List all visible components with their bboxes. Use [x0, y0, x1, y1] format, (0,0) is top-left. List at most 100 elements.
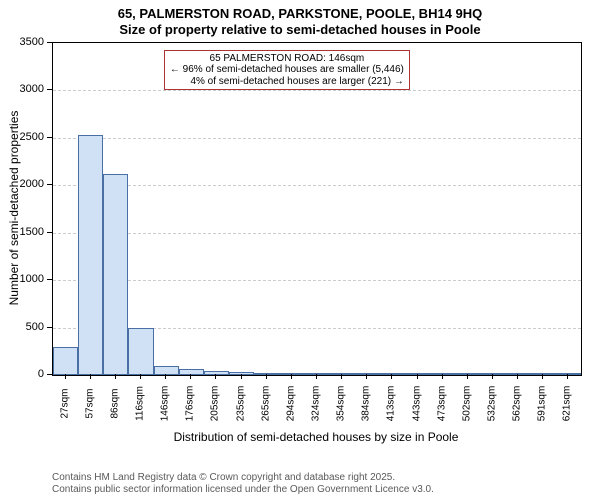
y-tickmark	[47, 184, 52, 185]
x-tickmark	[266, 374, 267, 379]
bar-slot	[355, 43, 380, 375]
x-tick-label: 27sqm	[59, 388, 70, 418]
footer-line-1: Contains HM Land Registry data © Crown c…	[52, 472, 590, 484]
annotation-line: 65 PALMERSTON ROAD: 146sqm	[170, 53, 404, 65]
bar-slot	[455, 43, 480, 375]
bar-slot	[380, 43, 405, 375]
x-tick-label: 413sqm	[386, 386, 397, 422]
chart-subtitle: Size of property relative to semi-detach…	[0, 22, 600, 38]
chart-wrapper: { "header": { "title": "65, PALMERSTON R…	[0, 0, 600, 500]
x-tick-slot: 176sqm	[178, 374, 203, 434]
y-tickmark	[47, 279, 52, 280]
annotation-box: 65 PALMERSTON ROAD: 146sqm← 96% of semi-…	[164, 50, 410, 91]
x-tick-slot: 146sqm	[153, 374, 178, 434]
x-tick-slot: 205sqm	[203, 374, 228, 434]
bar-slot	[531, 43, 556, 375]
x-tick-label: 384sqm	[361, 386, 372, 422]
bar	[78, 135, 103, 375]
y-tickmark	[47, 137, 52, 138]
x-tick-label: 86sqm	[109, 388, 120, 418]
annotation-line: ← 96% of semi-detached houses are smalle…	[170, 64, 404, 76]
bar-slot	[480, 43, 505, 375]
x-tickmark	[391, 374, 392, 379]
x-tick-label: 176sqm	[185, 386, 196, 422]
x-tickmark	[442, 374, 443, 379]
x-tick-slot: 116sqm	[127, 374, 152, 434]
bar-slot	[103, 43, 128, 375]
x-tick-slot: 354sqm	[329, 374, 354, 434]
y-tickmark	[47, 232, 52, 233]
x-tick-slot: 413sqm	[379, 374, 404, 434]
x-tick-slot: 27sqm	[52, 374, 77, 434]
bar-slot	[78, 43, 103, 375]
x-ticks: 27sqm 57sqm 86sqm 116sqm 146sqm 176sqm 205sqm 2…	[52, 374, 580, 434]
x-tick-label: 562sqm	[512, 386, 523, 422]
x-tick-label: 621sqm	[562, 386, 573, 422]
bar-slot	[53, 43, 78, 375]
bar-slot	[405, 43, 430, 375]
x-tick-slot: 621sqm	[555, 374, 580, 434]
x-tickmark	[417, 374, 418, 379]
y-tick-label: 500	[0, 321, 44, 333]
x-tick-slot: 473sqm	[429, 374, 454, 434]
x-tick-slot: 57sqm	[77, 374, 102, 434]
y-tick-label: 3500	[0, 36, 44, 48]
bar-slot	[128, 43, 153, 375]
footer-line-2: Contains public sector information licen…	[52, 484, 590, 496]
x-tick-label: 473sqm	[436, 386, 447, 422]
bar-slot	[430, 43, 455, 375]
x-tickmark	[90, 374, 91, 379]
x-tick-label: 532sqm	[486, 386, 497, 422]
x-tick-slot: 384sqm	[354, 374, 379, 434]
y-tickmark	[47, 42, 52, 43]
bar-slot	[304, 43, 329, 375]
x-tick-label: 146sqm	[160, 386, 171, 422]
x-tickmark	[190, 374, 191, 379]
x-tickmark	[140, 374, 141, 379]
x-tickmark	[567, 374, 568, 379]
footer: Contains HM Land Registry data © Crown c…	[52, 472, 590, 496]
x-tick-label: 294sqm	[285, 386, 296, 422]
x-axis-label: Distribution of semi-detached houses by …	[52, 430, 580, 444]
bar-slot	[154, 43, 179, 375]
x-tick-label: 116sqm	[134, 386, 145, 421]
x-tick-slot: 265sqm	[253, 374, 278, 434]
bar	[128, 328, 153, 375]
x-tick-label: 57sqm	[84, 388, 95, 418]
y-tickmark	[47, 89, 52, 90]
annotation-line: 4% of semi-detached houses are larger (2…	[170, 76, 404, 88]
x-tickmark	[366, 374, 367, 379]
bar-slot	[204, 43, 229, 375]
bar	[53, 347, 78, 375]
x-tick-label: 324sqm	[310, 386, 321, 422]
y-axis-label: Number of semi-detached properties	[7, 111, 21, 306]
x-tick-label: 205sqm	[210, 386, 221, 422]
x-tickmark	[467, 374, 468, 379]
y-tickmark	[47, 327, 52, 328]
chart-title: 65, PALMERSTON ROAD, PARKSTONE, POOLE, B…	[0, 0, 600, 22]
bar-slot	[229, 43, 254, 375]
x-tickmark	[291, 374, 292, 379]
x-tick-label: 235sqm	[235, 386, 246, 422]
bar-slot	[556, 43, 581, 375]
x-tickmark	[215, 374, 216, 379]
x-tickmark	[341, 374, 342, 379]
x-tick-slot: 324sqm	[303, 374, 328, 434]
y-tick-label: 0	[0, 368, 44, 380]
x-tickmark	[316, 374, 317, 379]
x-tickmark	[542, 374, 543, 379]
x-tick-label: 265sqm	[260, 386, 271, 422]
bar-slot	[254, 43, 279, 375]
x-tick-slot: 86sqm	[102, 374, 127, 434]
x-tickmark	[115, 374, 116, 379]
bar-slot	[330, 43, 355, 375]
x-tick-label: 443sqm	[411, 386, 422, 422]
x-tickmark	[517, 374, 518, 379]
x-tick-label: 591sqm	[537, 386, 548, 422]
bar-slot	[506, 43, 531, 375]
bar-slot	[279, 43, 304, 375]
x-tick-slot: 502sqm	[454, 374, 479, 434]
x-tickmark	[65, 374, 66, 379]
x-tickmark	[241, 374, 242, 379]
x-tick-label: 354sqm	[336, 386, 347, 422]
